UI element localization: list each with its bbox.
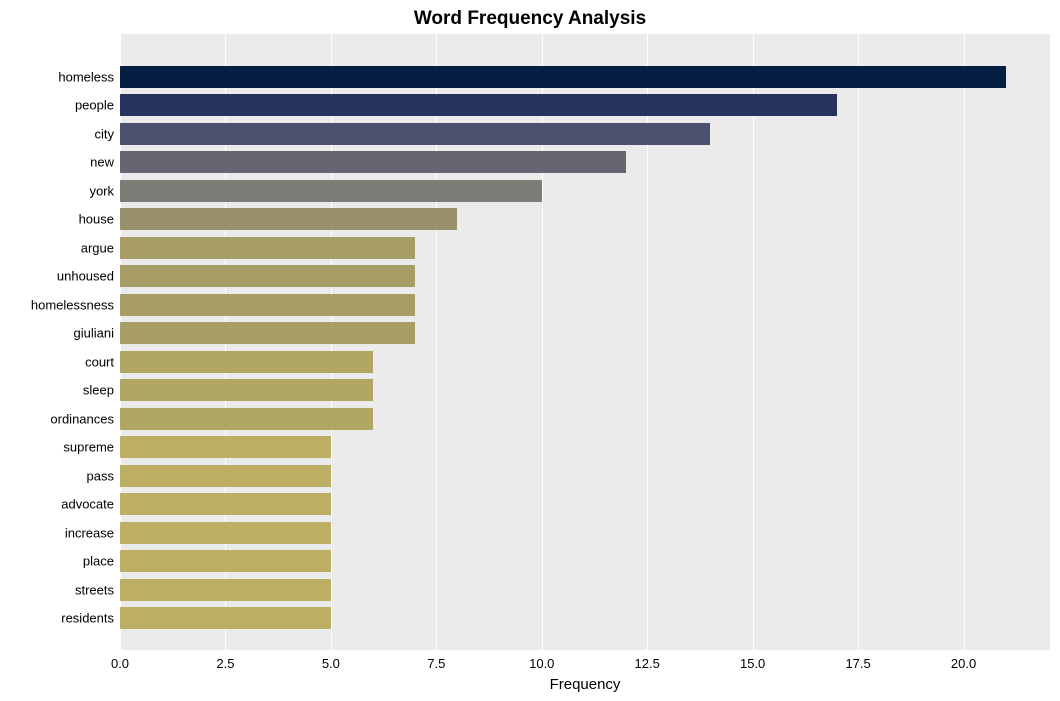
chart-title: Word Frequency Analysis: [0, 8, 1060, 30]
x-tick-label: 5.0: [322, 650, 340, 671]
x-tick-label: 15.0: [740, 650, 765, 671]
y-tick-label: court: [85, 354, 120, 369]
word-frequency-chart: Word Frequency Analysis 0.02.55.07.510.0…: [0, 0, 1060, 701]
bar: [120, 322, 415, 344]
y-tick-label: sleep: [83, 383, 120, 398]
y-tick-label: homelessness: [31, 297, 120, 312]
x-gridline: [964, 34, 965, 650]
bar: [120, 465, 331, 487]
bar: [120, 436, 331, 458]
bar: [120, 379, 373, 401]
x-tick-label: 12.5: [635, 650, 660, 671]
bar: [120, 180, 542, 202]
bar: [120, 522, 331, 544]
y-tick-label: new: [90, 155, 120, 170]
y-tick-label: house: [79, 212, 120, 227]
y-tick-label: homeless: [58, 69, 120, 84]
x-tick-label: 17.5: [845, 650, 870, 671]
bar: [120, 94, 837, 116]
bar: [120, 550, 331, 572]
x-axis-label: Frequency: [550, 676, 621, 693]
y-tick-label: york: [89, 183, 120, 198]
x-tick-label: 2.5: [216, 650, 234, 671]
bar: [120, 151, 626, 173]
bar: [120, 408, 373, 430]
x-tick-label: 20.0: [951, 650, 976, 671]
bar: [120, 493, 331, 515]
y-tick-label: place: [83, 554, 120, 569]
bar: [120, 237, 415, 259]
y-tick-label: argue: [81, 240, 120, 255]
x-tick-label: 10.0: [529, 650, 554, 671]
y-tick-label: increase: [65, 525, 120, 540]
y-tick-label: pass: [87, 468, 120, 483]
y-tick-label: people: [75, 98, 120, 113]
x-tick-label: 7.5: [427, 650, 445, 671]
y-tick-label: advocate: [61, 497, 120, 512]
x-gridline: [753, 34, 754, 650]
y-tick-label: giuliani: [74, 326, 120, 341]
bar: [120, 607, 331, 629]
bar: [120, 294, 415, 316]
y-tick-label: unhoused: [57, 269, 120, 284]
y-tick-label: ordinances: [50, 411, 120, 426]
y-tick-label: streets: [75, 582, 120, 597]
y-tick-label: supreme: [63, 440, 120, 455]
bar: [120, 351, 373, 373]
bar: [120, 265, 415, 287]
bar: [120, 123, 710, 145]
bar: [120, 579, 331, 601]
y-tick-label: residents: [61, 611, 120, 626]
x-gridline: [858, 34, 859, 650]
bar: [120, 208, 457, 230]
plot-area: 0.02.55.07.510.012.515.017.520.0homeless…: [120, 34, 1050, 650]
bar: [120, 66, 1006, 88]
x-tick-label: 0.0: [111, 650, 129, 671]
y-tick-label: city: [95, 126, 121, 141]
